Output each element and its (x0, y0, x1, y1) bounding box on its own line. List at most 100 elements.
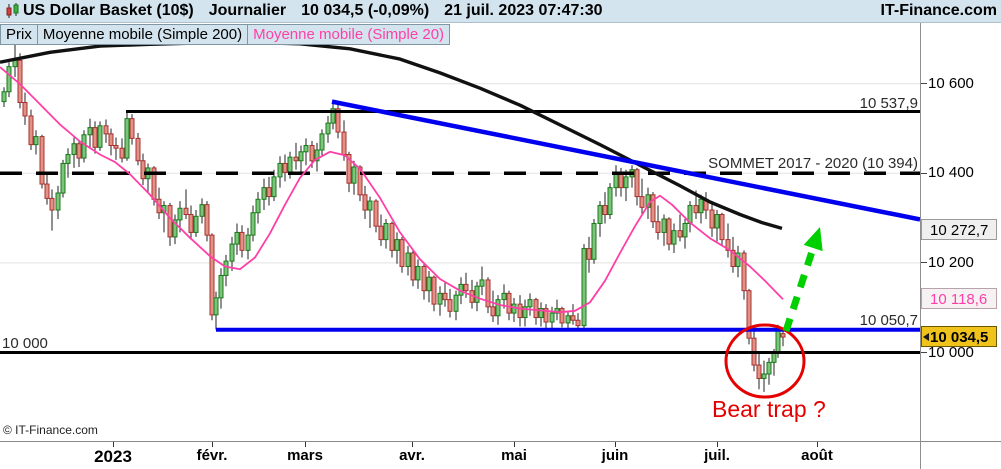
candle-up (766, 361, 772, 375)
candle-up (405, 252, 411, 267)
candle-down (421, 265, 427, 292)
legend: Prix Moyenne mobile (Simple 200) Moyenne… (0, 24, 451, 45)
candle-up (6, 66, 12, 93)
y-axis-label: 10 118,6 (921, 288, 997, 310)
x-axis-label: 2023 (94, 447, 132, 466)
quote-datetime: 21 juil. 2023 07:47:30 (444, 2, 603, 19)
candle-up (193, 215, 199, 233)
candle-down (730, 249, 736, 267)
candle-up (71, 143, 77, 155)
candle-up (213, 297, 219, 316)
candle-up (426, 276, 432, 292)
sma200-curve (0, 40, 783, 231)
timeframe-label: Journalier (208, 2, 287, 19)
candle-down (709, 209, 715, 229)
candle-down (506, 292, 512, 314)
price-chart[interactable] (0, 0, 920, 441)
x-axis-tick (615, 442, 616, 447)
candle-up (255, 198, 261, 214)
candle-down (517, 303, 523, 319)
candle-up (97, 125, 103, 148)
candle-up (277, 162, 283, 178)
candle-up (223, 260, 229, 276)
candle-down (780, 333, 786, 338)
x-axis-label: mai (501, 447, 527, 464)
title-bar: US Dollar Basket (10$) Journalier 10 034… (0, 0, 1001, 23)
x-axis-label: juil. (704, 447, 730, 464)
x-axis-tick (717, 442, 718, 447)
candle-up (1, 91, 7, 103)
legend-item-price[interactable]: Prix (0, 24, 38, 45)
candle-down (639, 196, 645, 208)
candle-up (453, 294, 459, 312)
candle-down (108, 133, 114, 147)
candle-up (761, 373, 767, 379)
candle-up (199, 204, 205, 217)
y-axis-label: 10 200 (928, 253, 974, 271)
candle-down (28, 115, 34, 146)
candle-down (463, 283, 469, 292)
candle-down (741, 252, 747, 292)
candle-down (389, 222, 395, 251)
resistance-level-label: 10 537,9 (859, 95, 918, 112)
y-axis-label: 10 000 (928, 343, 974, 361)
candle-down (44, 183, 50, 199)
candle-down (666, 218, 672, 245)
x-axis-label: juin (601, 447, 629, 464)
candle-up (330, 108, 336, 124)
time-axis[interactable]: 2023 févr. mars avr. mai juin juil. août (0, 441, 1001, 469)
candle-up (607, 187, 613, 216)
candle-down (442, 292, 448, 301)
support-level-label: 10 050,7 (859, 312, 918, 329)
candle-up (581, 248, 587, 327)
candle-up (682, 222, 688, 238)
y-axis-label: 10 034,5 (921, 326, 997, 348)
candle-up (367, 200, 373, 211)
sma20-curve (0, 66, 784, 314)
candle-down (76, 143, 82, 159)
axis-separator (920, 23, 921, 469)
candle-down (650, 194, 656, 223)
candle-down (410, 252, 416, 281)
candle-down (17, 59, 23, 104)
candle-down (399, 239, 405, 267)
bear-trap-annotation: Bear trap ? (712, 396, 826, 422)
candle-down (129, 118, 135, 139)
candle-down (204, 204, 210, 236)
candle-down (693, 205, 699, 214)
candle-up (501, 292, 507, 301)
candle-down (746, 290, 752, 339)
candle-up (177, 207, 183, 221)
descending-trendline (331, 99, 920, 222)
candle-down (447, 299, 453, 312)
candle-up (319, 133, 325, 151)
candle-down (533, 299, 539, 319)
candle-down (309, 145, 315, 162)
candle-down (346, 153, 352, 184)
candle-up (522, 306, 528, 319)
price-axis[interactable]: 10 600 10 400 10 272,7 10 200 10 118,6 10 034… (920, 23, 1001, 441)
x-axis-tick (412, 442, 413, 447)
candle-up (623, 176, 629, 189)
y-axis-label: 10 272,7 (921, 219, 997, 241)
legend-item-sma20[interactable]: Moyenne mobile (Simple 20) (248, 24, 451, 45)
x-axis-tick (212, 442, 213, 447)
candle-down (725, 239, 731, 251)
legend-item-sma200[interactable]: Moyenne mobile (Simple 200) (37, 24, 249, 45)
x-axis-label: août (801, 447, 833, 464)
candle-up (591, 222, 597, 260)
level-10000-label: 10 000 (2, 335, 48, 352)
candle-down (282, 162, 288, 173)
brand-logo-text: IT-Finance.com (880, 2, 997, 19)
projection-arrow-head (803, 227, 823, 252)
candle-down (22, 102, 28, 117)
candle-down (335, 108, 341, 133)
candle-down (677, 230, 683, 238)
candle-down (113, 145, 119, 149)
candle-up (298, 151, 304, 162)
candle-down (188, 214, 194, 233)
candlestick-icon (3, 2, 23, 20)
candle-up (81, 134, 87, 159)
candle-up (735, 252, 741, 267)
candle-up (495, 299, 501, 317)
